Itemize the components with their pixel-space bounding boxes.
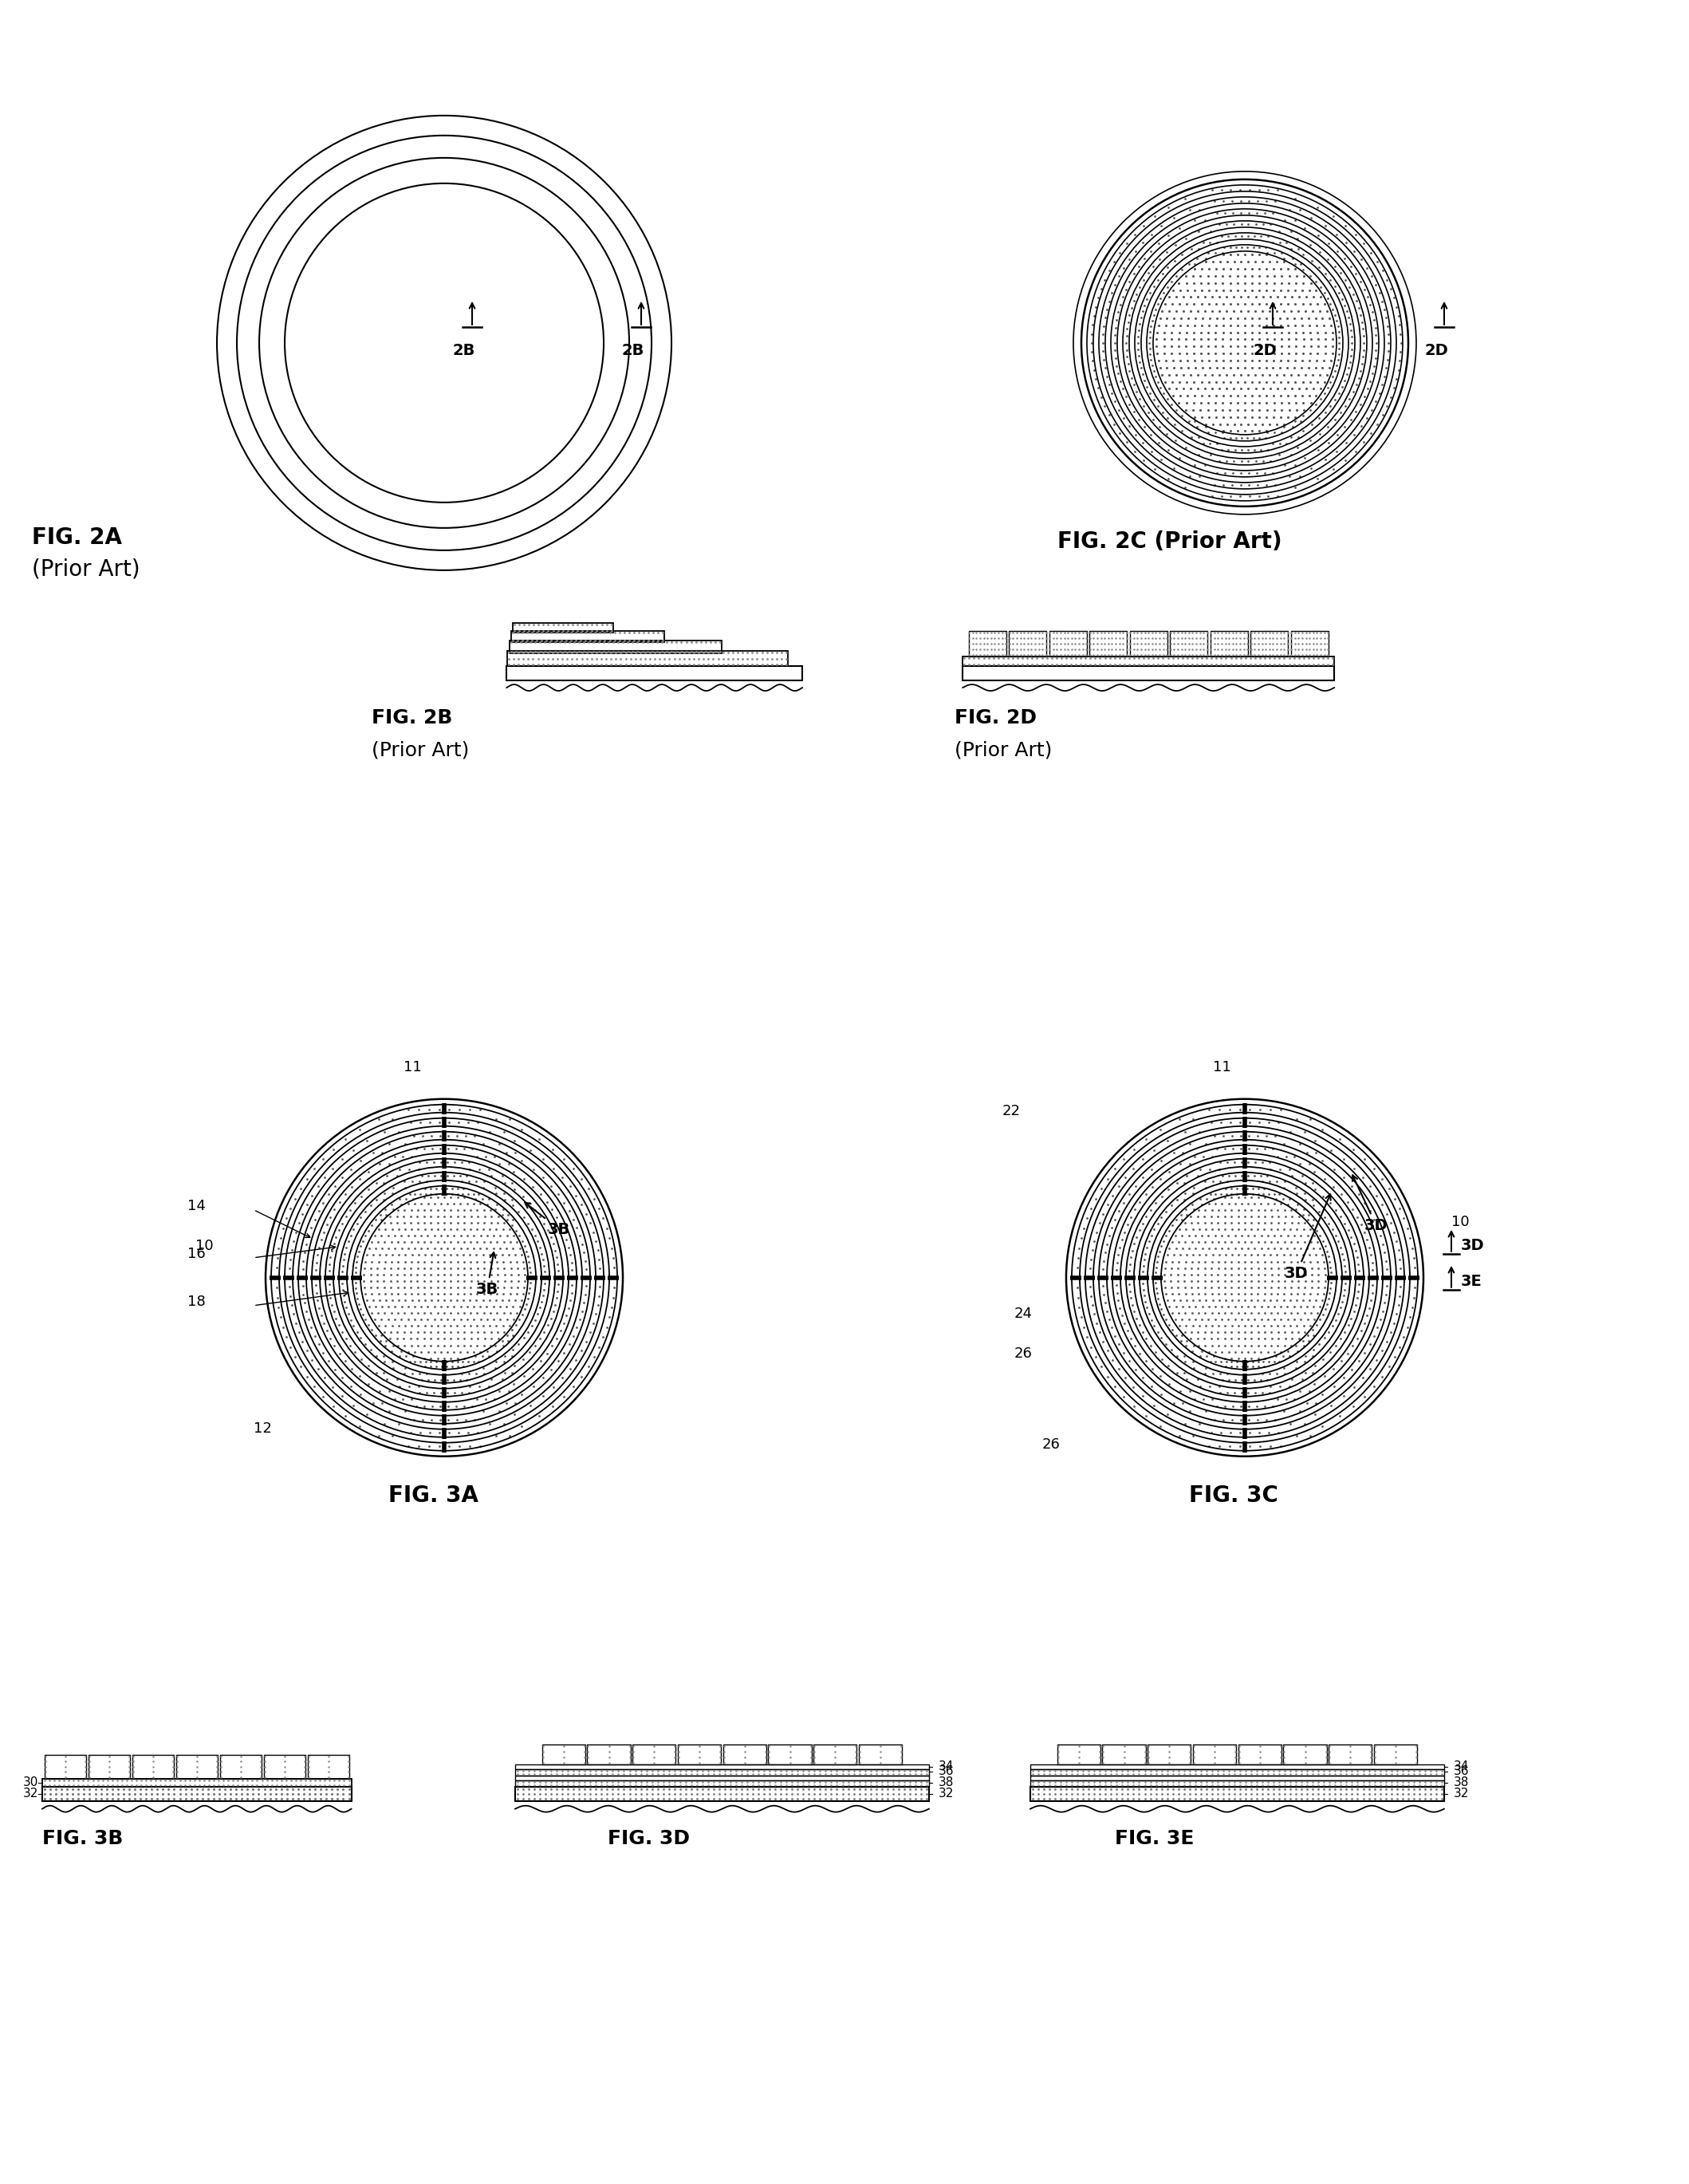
Text: 3D: 3D	[1285, 1195, 1331, 1280]
Text: 16: 16	[187, 1247, 206, 1260]
Text: FIG. 3C: FIG. 3C	[1189, 1485, 1279, 1507]
Text: FIG. 2A: FIG. 2A	[32, 526, 122, 548]
Bar	[263, 1754, 306, 1778]
Bar	[814, 1745, 856, 1765]
Bar	[1089, 631, 1127, 657]
Bar	[220, 1754, 262, 1778]
Text: 11: 11	[404, 1059, 421, 1075]
Text: 11: 11	[1213, 1059, 1231, 1075]
Bar	[507, 666, 802, 681]
Bar	[963, 666, 1334, 681]
Text: 36: 36	[939, 1765, 954, 1778]
Bar	[677, 1745, 721, 1765]
Bar	[507, 651, 789, 666]
Bar	[515, 1765, 929, 1769]
Bar	[1030, 1780, 1444, 1787]
Text: 38: 38	[1454, 1776, 1469, 1789]
Bar	[1170, 631, 1208, 657]
Bar	[508, 640, 721, 653]
Text: 24: 24	[1015, 1306, 1032, 1321]
Bar	[768, 1745, 812, 1765]
Bar	[176, 1754, 218, 1778]
Bar	[1373, 1745, 1417, 1765]
Text: FIG. 3E: FIG. 3E	[1115, 1828, 1194, 1848]
Text: 3E: 3E	[1461, 1273, 1483, 1289]
Text: 34: 34	[1454, 1760, 1469, 1773]
Text: FIG. 2C (Prior Art): FIG. 2C (Prior Art)	[1057, 531, 1282, 553]
Text: 18: 18	[187, 1295, 206, 1308]
Bar	[515, 1787, 929, 1802]
Text: 2D: 2D	[1424, 343, 1447, 358]
Text: 12: 12	[253, 1422, 272, 1435]
Text: 3B: 3B	[476, 1251, 498, 1297]
Bar	[858, 1745, 902, 1765]
Bar	[1238, 1745, 1282, 1765]
Bar	[1147, 1745, 1191, 1765]
Bar	[515, 1780, 929, 1787]
Text: FIG. 3D: FIG. 3D	[608, 1828, 691, 1848]
Text: 2D: 2D	[1253, 343, 1277, 358]
Text: 32: 32	[939, 1789, 954, 1800]
Bar	[88, 1754, 130, 1778]
Bar	[1284, 1745, 1328, 1765]
Text: 3B: 3B	[525, 1203, 571, 1236]
Text: FIG. 3A: FIG. 3A	[388, 1485, 478, 1507]
Bar	[1290, 631, 1328, 657]
Text: 36: 36	[1454, 1765, 1469, 1778]
Bar	[512, 631, 665, 642]
Bar	[1192, 1745, 1236, 1765]
Text: 14: 14	[187, 1199, 206, 1212]
Bar	[1030, 1776, 1444, 1780]
Text: 26: 26	[1015, 1345, 1032, 1361]
Text: FIG. 3B: FIG. 3B	[42, 1828, 123, 1848]
Bar	[1103, 1745, 1145, 1765]
Bar	[512, 622, 613, 633]
Bar	[1030, 1769, 1444, 1776]
Text: FIG. 2D: FIG. 2D	[954, 708, 1037, 727]
Bar	[542, 1745, 586, 1765]
Bar	[1030, 1787, 1444, 1802]
Text: 30: 30	[22, 1776, 39, 1789]
Bar	[1130, 631, 1167, 657]
Text: 10: 10	[1451, 1214, 1469, 1230]
Bar	[132, 1754, 174, 1778]
Text: 32: 32	[1454, 1789, 1469, 1800]
Text: 38: 38	[939, 1776, 954, 1789]
Bar	[42, 1787, 351, 1802]
Bar	[307, 1754, 350, 1778]
Text: 34: 34	[939, 1760, 954, 1773]
Bar	[1211, 631, 1248, 657]
Bar	[632, 1745, 676, 1765]
Bar	[969, 631, 1007, 657]
Text: 2B: 2B	[453, 343, 476, 358]
Text: (Prior Art): (Prior Art)	[372, 740, 470, 760]
Bar	[723, 1745, 767, 1765]
Bar	[515, 1769, 929, 1776]
Bar	[42, 1778, 351, 1787]
Bar	[1030, 1765, 1444, 1769]
Bar	[1008, 631, 1047, 657]
Bar	[1329, 1745, 1371, 1765]
Text: (Prior Art): (Prior Art)	[32, 559, 140, 581]
Text: 10: 10	[196, 1238, 215, 1254]
Bar	[1049, 631, 1086, 657]
Bar	[1057, 1745, 1101, 1765]
Bar	[515, 1776, 929, 1780]
Text: 26: 26	[1042, 1437, 1061, 1452]
Text: 3D: 3D	[1353, 1175, 1388, 1234]
Text: 22: 22	[1002, 1103, 1020, 1118]
Bar	[1250, 631, 1289, 657]
Text: 32: 32	[22, 1789, 39, 1800]
Bar	[963, 657, 1334, 666]
Text: 2B: 2B	[622, 343, 645, 358]
Text: FIG. 2B: FIG. 2B	[372, 708, 453, 727]
Text: (Prior Art): (Prior Art)	[954, 740, 1052, 760]
Bar	[588, 1745, 630, 1765]
Bar	[44, 1754, 86, 1778]
Text: 3D: 3D	[1461, 1238, 1485, 1254]
